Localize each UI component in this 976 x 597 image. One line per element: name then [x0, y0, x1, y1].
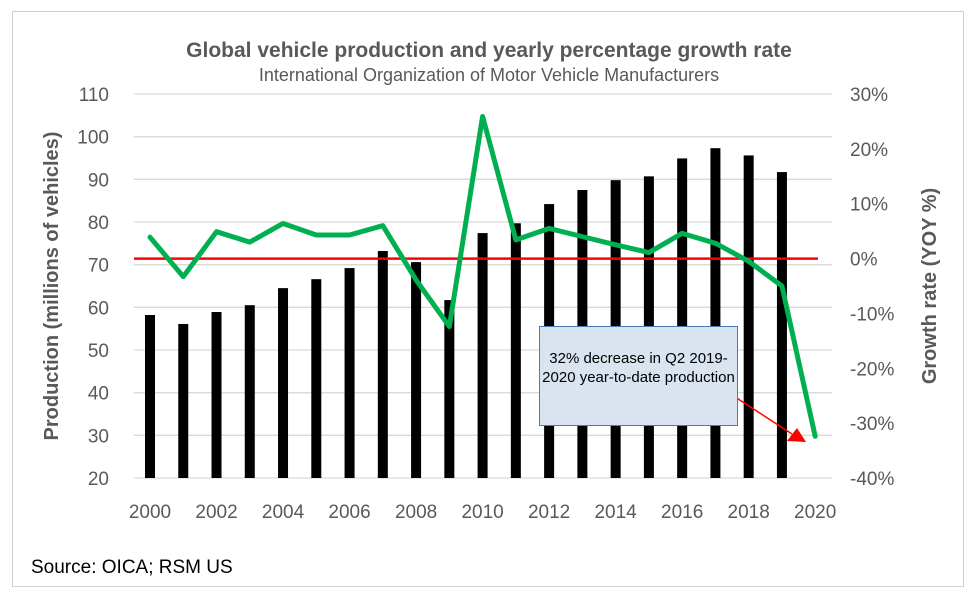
production-bar — [344, 268, 355, 478]
production-bar — [244, 305, 255, 478]
production-bar — [145, 315, 155, 478]
y-tick-label: 70 — [88, 256, 109, 277]
y-tick-label: 90 — [88, 170, 109, 191]
y2-tick-label: -20% — [850, 359, 894, 380]
y2-tick-label: 10% — [850, 195, 888, 216]
y2-tick-label: 20% — [850, 140, 888, 161]
y-tick-label: 30 — [88, 426, 109, 447]
production-bar — [278, 288, 289, 478]
y2-tick-label: 0% — [850, 250, 878, 271]
chart-frame — [12, 11, 964, 587]
y2-tick-label: -30% — [850, 414, 894, 435]
y-tick-label: 80 — [88, 213, 109, 234]
y-tick-label: 100 — [77, 128, 109, 149]
x-tick-label: 2006 — [328, 502, 370, 523]
production-bar — [743, 155, 754, 478]
x-tick-label: 2004 — [262, 502, 305, 523]
annotation-box: 32% decrease in Q2 2019-2020 year-to-dat… — [539, 326, 738, 426]
y2-tick-label: 30% — [850, 85, 888, 106]
y-axis-label: Production (millions of vehicles) — [41, 132, 63, 441]
x-tick-label: 2002 — [195, 502, 237, 523]
annotation-arrowhead — [787, 428, 806, 442]
y-tick-label: 50 — [88, 341, 109, 362]
x-tick-label: 2014 — [594, 502, 637, 523]
chart-title: Global vehicle production and yearly per… — [186, 39, 792, 62]
x-tick-label: 2000 — [129, 502, 171, 523]
y2-axis-label: Growth rate (YOY %) — [919, 188, 941, 384]
production-bar — [178, 323, 189, 478]
y-tick-label: 60 — [88, 298, 109, 319]
x-tick-label: 2012 — [528, 502, 570, 523]
source-note: Source: OICA; RSM US — [31, 557, 233, 578]
y2-tick-label: -40% — [850, 469, 894, 490]
production-bar — [510, 223, 521, 478]
y-tick-label: 40 — [88, 384, 109, 405]
x-tick-label: 2016 — [661, 502, 703, 523]
production-bar — [311, 279, 322, 478]
x-tick-label: 2018 — [728, 502, 770, 523]
y-tick-label: 110 — [79, 85, 109, 106]
x-tick-label: 2008 — [395, 502, 437, 523]
production-bar — [444, 300, 455, 478]
production-bar — [677, 158, 688, 478]
x-tick-label: 2020 — [794, 502, 836, 523]
production-bar — [411, 262, 422, 478]
production-bar — [211, 312, 222, 478]
chart-subtitle: International Organization of Motor Vehi… — [259, 65, 719, 85]
y-tick-label: 20 — [88, 469, 109, 490]
production-bar — [477, 233, 488, 478]
production-bar — [710, 148, 721, 479]
production-bar — [776, 172, 787, 478]
y2-tick-label: -10% — [850, 304, 894, 325]
production-bar — [377, 251, 388, 478]
x-tick-label: 2010 — [461, 502, 503, 523]
